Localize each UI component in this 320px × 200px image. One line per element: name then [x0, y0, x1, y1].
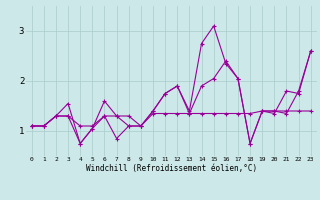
X-axis label: Windchill (Refroidissement éolien,°C): Windchill (Refroidissement éolien,°C)	[86, 164, 257, 173]
